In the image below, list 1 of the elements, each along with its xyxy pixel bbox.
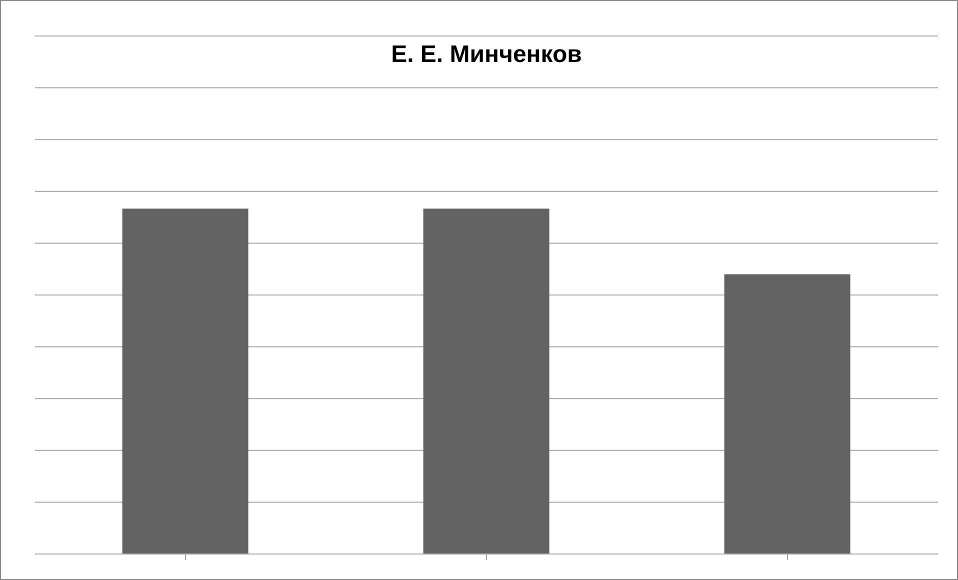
chart-title: Е. Е. Минченков bbox=[390, 41, 583, 69]
